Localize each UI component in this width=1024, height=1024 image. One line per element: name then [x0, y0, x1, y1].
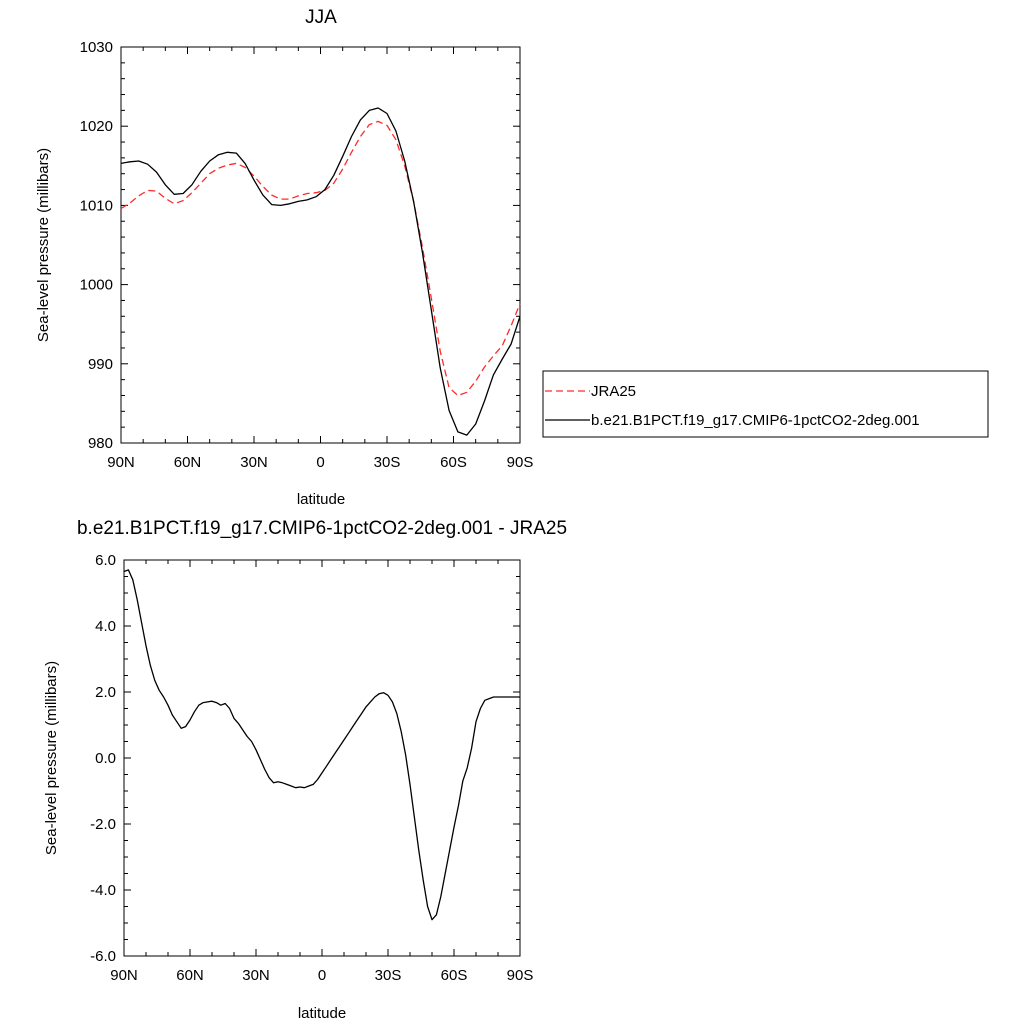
x-tick-label: 60S [441, 967, 468, 984]
x-tick-label: 0 [316, 454, 324, 471]
x-tick-label: 0 [318, 967, 326, 984]
top-chart-title: JJA [305, 7, 337, 28]
y-tick-label: 1000 [80, 277, 113, 294]
bottom-y-axis-label: Sea-level pressure (millibars) [43, 661, 60, 855]
y-tick-label: 980 [88, 435, 113, 452]
y-tick-label: 990 [88, 356, 113, 373]
x-tick-label: 60N [176, 967, 204, 984]
top-plot-frame [120, 46, 521, 444]
x-tick-label: 90S [507, 454, 534, 471]
bottom-series-line-0 [123, 569, 520, 921]
y-tick-label: 1020 [80, 118, 113, 135]
bottom-x-axis: 90N 60N 30N 0 30S 60S 90S [110, 560, 533, 984]
x-tick-label: 30S [375, 967, 402, 984]
x-tick-label: 30N [240, 454, 268, 471]
top-panel: JJA 980 990 1000 1010 1020 1030 90N 60N 30N 0 30S… [35, 7, 533, 508]
x-tick-label: 60S [440, 454, 467, 471]
x-tick-label: 60N [174, 454, 202, 471]
top-y-axis: 980 990 1000 1010 1020 1030 [80, 39, 520, 452]
top-x-axis-label: latitude [297, 491, 345, 508]
y-tick-label: 1030 [80, 39, 113, 56]
y-tick-label: -6.0 [90, 948, 116, 965]
legend-label-jra25: JRA25 [591, 383, 636, 400]
legend-label-model: b.e21.B1PCT.f19_g17.CMIP6-1pctCO2-2deg.0… [591, 412, 920, 429]
y-tick-label: 6.0 [95, 552, 116, 569]
x-tick-label: 30S [374, 454, 401, 471]
y-tick-label: 2.0 [95, 684, 116, 701]
y-tick-label: 4.0 [95, 618, 116, 635]
y-tick-label: -4.0 [90, 882, 116, 899]
top-y-axis-label: Sea-level pressure (millibars) [35, 148, 52, 342]
bottom-chart-title: b.e21.B1PCT.f19_g17.CMIP6-1pctCO2-2deg.0… [77, 518, 567, 539]
x-tick-label: 90S [507, 967, 534, 984]
y-tick-label: -2.0 [90, 816, 116, 833]
top-series-group [120, 107, 521, 436]
bottom-plot-frame [123, 559, 521, 957]
x-tick-label: 90N [107, 454, 135, 471]
bottom-panel: b.e21.B1PCT.f19_g17.CMIP6-1pctCO2-2deg.0… [43, 518, 567, 1022]
bottom-series-group [123, 569, 520, 921]
x-tick-label: 30N [242, 967, 270, 984]
y-tick-label: 1010 [80, 197, 113, 214]
bottom-x-axis-label: latitude [298, 1005, 346, 1022]
x-tick-label: 90N [110, 967, 138, 984]
legend-box [542, 370, 989, 438]
top-x-axis: 90N 60N 30N 0 30S 60S 90S [107, 47, 533, 471]
bottom-y-axis: -6.0 -4.0 -2.0 0.0 2.0 4.0 6.0 [90, 552, 520, 965]
top-series-line-b-e21-b1pct-f19-g17-cmip6-1pctco2-2deg-001 [120, 107, 521, 436]
top-series-line-jra25 [120, 120, 521, 397]
legend: JRA25 b.e21.B1PCT.f19_g17.CMIP6-1pctCO2-… [542, 370, 989, 438]
y-tick-label: 0.0 [95, 750, 116, 767]
